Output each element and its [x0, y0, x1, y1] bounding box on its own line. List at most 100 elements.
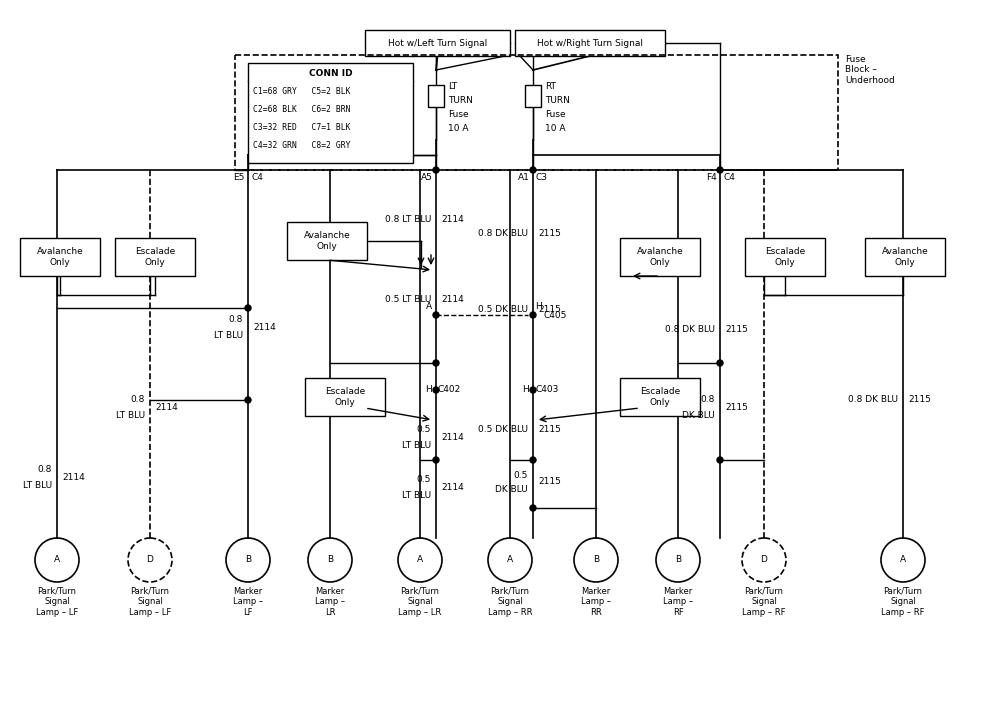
Text: 0.8 LT BLU: 0.8 LT BLU: [385, 215, 431, 224]
Text: CONN ID: CONN ID: [309, 69, 352, 78]
Text: 2114: 2114: [441, 433, 464, 442]
Text: C2=68 BLK   C6=2 BRN: C2=68 BLK C6=2 BRN: [253, 105, 351, 114]
Text: DK BLU: DK BLU: [682, 411, 715, 419]
Text: TURN: TURN: [545, 96, 570, 105]
Text: 2114: 2114: [441, 296, 464, 304]
Bar: [20, 238, 100, 276]
Text: C3=32 RED   C7=1 BLK: C3=32 RED C7=1 BLK: [253, 123, 351, 132]
Text: C1=68 GRY   C5=2 BLK: C1=68 GRY C5=2 BLK: [253, 87, 351, 96]
Bar: [248, 63, 413, 163]
Circle shape: [245, 397, 251, 403]
Text: C3: C3: [536, 173, 548, 182]
Text: H: H: [535, 302, 542, 311]
Text: 0.8 DK BLU: 0.8 DK BLU: [665, 325, 715, 334]
Text: LT BLU: LT BLU: [402, 491, 431, 500]
Circle shape: [717, 457, 723, 463]
Text: Fuse: Fuse: [545, 110, 566, 119]
Text: E5: E5: [234, 173, 245, 182]
Bar: [745, 238, 825, 276]
Text: Escalade
Only: Escalade Only: [765, 247, 805, 266]
Text: B: B: [593, 555, 599, 564]
Circle shape: [433, 167, 439, 173]
Circle shape: [433, 457, 439, 463]
Text: 0.8: 0.8: [229, 315, 243, 325]
Text: B: B: [675, 555, 681, 564]
Text: C402: C402: [438, 386, 461, 395]
Text: Escalade
Only: Escalade Only: [640, 387, 680, 407]
Text: A: A: [507, 555, 513, 564]
Text: A: A: [54, 555, 60, 564]
Text: Marker
Lamp –
RF: Marker Lamp – RF: [663, 587, 693, 617]
Text: 2115: 2115: [538, 229, 561, 238]
Text: 0.8 DK BLU: 0.8 DK BLU: [478, 229, 528, 238]
Text: 0.5 LT BLU: 0.5 LT BLU: [385, 296, 431, 304]
Text: H: H: [425, 386, 432, 395]
Circle shape: [433, 360, 439, 366]
Text: Marker
Lamp –
LF: Marker Lamp – LF: [233, 587, 263, 617]
Text: C4=32 GRN   C8=2 GRY: C4=32 GRN C8=2 GRY: [253, 141, 351, 150]
Text: C4: C4: [251, 173, 263, 182]
Text: Escalade
Only: Escalade Only: [135, 247, 175, 266]
Circle shape: [530, 505, 536, 511]
Text: 0.5: 0.5: [514, 470, 528, 479]
Text: Fuse: Fuse: [448, 110, 469, 119]
Text: LT BLU: LT BLU: [23, 480, 52, 489]
Text: 10 A: 10 A: [545, 124, 566, 133]
Text: 2114: 2114: [155, 402, 178, 411]
Circle shape: [530, 457, 536, 463]
Text: LT BLU: LT BLU: [116, 411, 145, 419]
Text: 2114: 2114: [62, 472, 85, 482]
Circle shape: [433, 387, 439, 393]
Text: 0.8: 0.8: [131, 395, 145, 404]
Text: B: B: [327, 555, 333, 564]
Text: LT: LT: [448, 82, 457, 91]
Text: Avalanche
Only: Avalanche Only: [637, 247, 683, 266]
Bar: [865, 238, 945, 276]
Text: Park/Turn
Signal
Lamp – RF: Park/Turn Signal Lamp – RF: [881, 587, 925, 617]
Text: A5: A5: [421, 173, 433, 182]
Text: LT BLU: LT BLU: [214, 330, 243, 339]
Text: D: D: [147, 555, 153, 564]
Bar: [620, 238, 700, 276]
Text: A: A: [900, 555, 906, 564]
Text: 2114: 2114: [441, 482, 464, 491]
Bar: [428, 85, 444, 107]
Circle shape: [717, 360, 723, 366]
Text: C403: C403: [535, 386, 558, 395]
Bar: [525, 85, 541, 107]
Bar: [115, 238, 195, 276]
Text: F4: F4: [706, 173, 717, 182]
Text: Hot w/Left Turn Signal: Hot w/Left Turn Signal: [388, 39, 487, 48]
Text: LT BLU: LT BLU: [402, 440, 431, 449]
Text: 2114: 2114: [441, 215, 464, 224]
Text: A1: A1: [518, 173, 530, 182]
Text: 0.5 DK BLU: 0.5 DK BLU: [478, 426, 528, 435]
Text: 0.8 DK BLU: 0.8 DK BLU: [848, 395, 898, 404]
Text: Park/Turn
Signal
Lamp – LF: Park/Turn Signal Lamp – LF: [36, 587, 78, 617]
Bar: [620, 378, 700, 416]
Text: 0.8: 0.8: [38, 465, 52, 475]
Text: Fuse
Block –
Underhood: Fuse Block – Underhood: [845, 55, 895, 85]
Circle shape: [433, 312, 439, 318]
Text: 0.8: 0.8: [701, 395, 715, 404]
Circle shape: [717, 167, 723, 173]
Text: 2114: 2114: [253, 322, 276, 332]
Text: 2115: 2115: [725, 325, 748, 334]
Text: 0.5: 0.5: [417, 475, 431, 484]
Text: Avalanche
Only: Avalanche Only: [37, 247, 83, 266]
Text: RT: RT: [545, 82, 556, 91]
Text: Avalanche
Only: Avalanche Only: [882, 247, 928, 266]
Text: DK BLU: DK BLU: [495, 486, 528, 494]
Bar: [515, 30, 665, 56]
Text: 10 A: 10 A: [448, 124, 468, 133]
Bar: [235, 55, 838, 170]
Text: C4: C4: [723, 173, 735, 182]
Text: 2115: 2115: [538, 477, 561, 486]
Circle shape: [245, 305, 251, 311]
Text: 2115: 2115: [725, 402, 748, 411]
Text: 0.5: 0.5: [417, 426, 431, 435]
Text: Park/Turn
Signal
Lamp – LF: Park/Turn Signal Lamp – LF: [129, 587, 171, 617]
Text: A: A: [426, 302, 432, 311]
Circle shape: [530, 167, 536, 173]
Text: C405: C405: [543, 311, 566, 320]
